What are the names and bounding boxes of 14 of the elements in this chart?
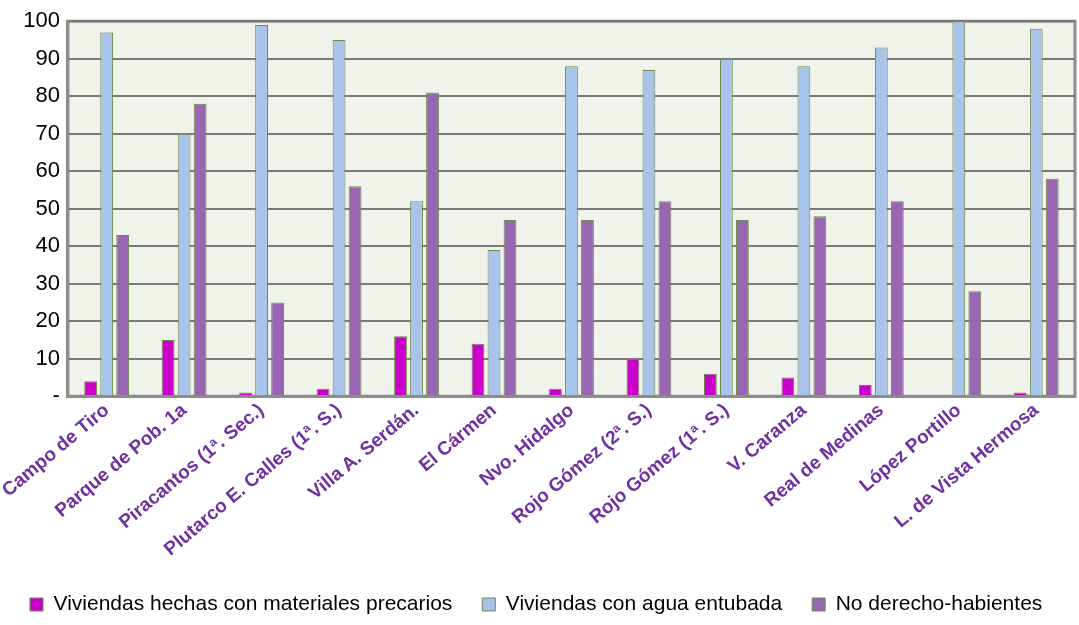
y-tick-label: 60: [35, 157, 60, 183]
y-tick-label: 90: [35, 44, 60, 70]
y-tick-label: 50: [35, 194, 60, 220]
y-tick-label: -: [52, 382, 60, 408]
y-tick-label: 10: [35, 344, 60, 370]
y-tick-label: 80: [35, 82, 60, 108]
y-tick-label: 40: [35, 232, 60, 258]
legend-label: Viviendas con agua entubada: [505, 591, 783, 615]
legend-label: Viviendas hechas con materiales precarios: [53, 591, 453, 615]
y-tick-label: 70: [35, 119, 60, 145]
legend-label: No derecho-habientes: [835, 591, 1043, 615]
y-tick-label: 30: [35, 269, 60, 295]
y-tick-label: 20: [35, 307, 60, 333]
y-tick-label: 100: [23, 7, 60, 33]
